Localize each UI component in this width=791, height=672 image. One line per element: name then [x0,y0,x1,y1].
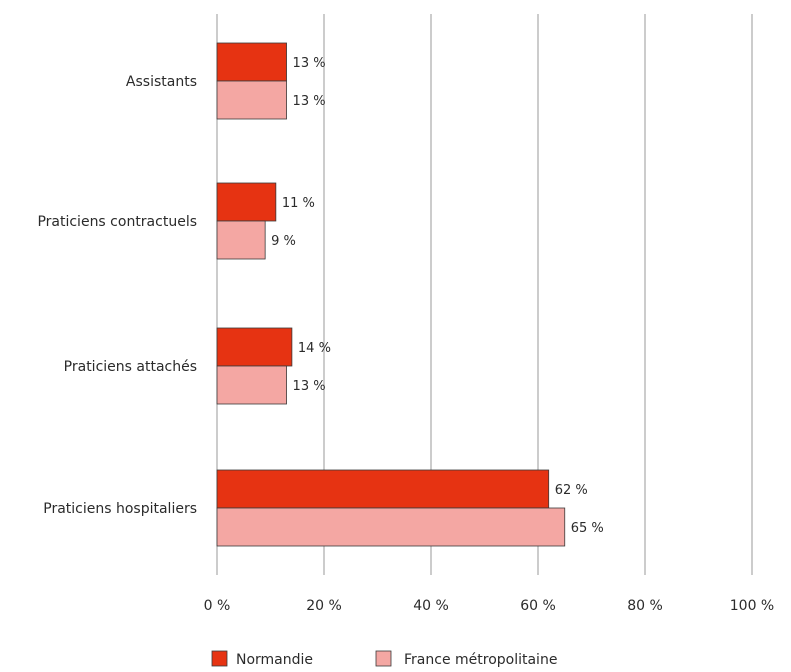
bar-normandie-1 [216,182,277,222]
value-label: 13 % [293,94,326,109]
category-label: Praticiens contractuels [37,214,197,230]
value-label: 62 % [555,483,588,498]
bar-normandie-0 [216,42,287,82]
legend-label: France métropolitaine [404,652,557,668]
bars [216,42,566,547]
legend: Normandie France métropolitaine [211,650,557,668]
x-tick-label: 40 % [413,598,449,614]
bar-normandie-3 [216,469,550,509]
category-label: Assistants [126,74,197,90]
value-label: 13 % [293,56,326,71]
value-label: 14 % [298,341,331,356]
category-label: Praticiens attachés [64,359,197,375]
x-axis-tick-labels: 0 % 20 % 40 % 60 % 80 % 100 % [204,598,775,614]
value-label: 9 % [271,234,296,249]
category-label: Praticiens hospitaliers [43,501,197,517]
bar-normandie-2 [216,327,293,367]
value-label: 11 % [282,196,315,211]
x-tick-label: 80 % [627,598,663,614]
bar-france-2 [216,365,287,405]
value-labels: 13 % 13 % 11 % 9 % 14 % 13 % 62 % 65 % [271,56,604,536]
x-tick-label: 20 % [306,598,342,614]
bar-france-1 [216,220,266,260]
legend-swatch-normandie [211,650,228,667]
x-tick-label: 60 % [520,598,556,614]
bar-france-0 [216,80,287,120]
category-labels: Assistants Praticiens contractuels Pratici… [37,74,197,517]
legend-label: Normandie [236,652,313,668]
value-label: 13 % [293,379,326,394]
value-label: 65 % [571,521,604,536]
legend-swatch-france [375,650,392,667]
x-tick-label: 0 % [204,598,231,614]
bar-france-3 [216,507,566,547]
x-tick-label: 100 % [730,598,774,614]
